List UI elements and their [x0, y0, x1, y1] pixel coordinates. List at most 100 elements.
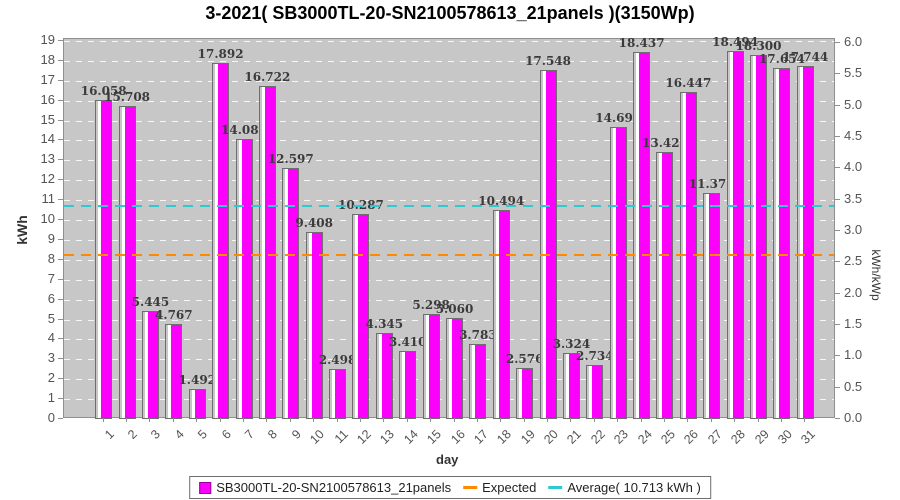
- bar-day-4: [165, 324, 183, 419]
- y-tick-label-right: 1.0: [844, 347, 863, 363]
- y-tick-mark-right: [835, 229, 840, 231]
- bar-value-label: 14.083: [221, 122, 267, 137]
- x-tick-mark: [500, 418, 502, 422]
- bar-value-label: 1.492: [178, 373, 217, 388]
- bar-value-label: 16.722: [244, 70, 291, 85]
- x-tick-label: 13: [377, 427, 398, 447]
- gridline: [64, 60, 834, 62]
- x-tick-label: 24: [634, 427, 655, 447]
- bar-day-23: [609, 126, 627, 419]
- x-tick-label: 11: [331, 427, 351, 447]
- x-tick-label: 5: [195, 427, 211, 442]
- bar-day-21: [562, 352, 580, 419]
- x-tick-label: 25: [658, 427, 678, 447]
- y-tick-mark-left: [58, 179, 63, 181]
- x-tick-mark: [383, 418, 385, 422]
- bar-day-31: [796, 65, 814, 419]
- average-line: [64, 204, 834, 207]
- gridline: [64, 100, 834, 102]
- y-tick-label-left: 1: [47, 390, 55, 406]
- bar-value-label: 17.548: [525, 53, 572, 68]
- bar-value-label: 11.376: [688, 176, 735, 191]
- y-tick-label-left: 19: [40, 31, 55, 47]
- bar-day-30: [773, 67, 791, 419]
- bar-day-7: [235, 138, 253, 419]
- bar-day-8: [258, 86, 276, 419]
- bar-day-5: [188, 389, 206, 419]
- y-tick-mark-right: [835, 418, 840, 419]
- x-tick-mark: [593, 418, 595, 422]
- bar-value-label: 15.708: [104, 90, 151, 105]
- bar-day-13: [375, 332, 393, 419]
- x-tick-label: 15: [424, 427, 445, 447]
- bar-day-28: [726, 51, 744, 419]
- x-tick-mark: [149, 418, 151, 422]
- y-tick-mark-left: [58, 278, 63, 280]
- y-tick-mark-left: [58, 318, 63, 320]
- bar-value-label: 17.744: [782, 49, 829, 64]
- y-tick-mark-left: [58, 59, 63, 61]
- bar-day-25: [656, 151, 674, 419]
- bar-value-label: 9.408: [295, 215, 333, 230]
- bar-day-27: [703, 192, 721, 419]
- y-tick-mark-left: [58, 219, 63, 221]
- x-tick-label: 14: [400, 427, 421, 447]
- bar-day-18: [492, 210, 510, 419]
- x-tick-mark: [336, 418, 338, 422]
- gridline: [64, 140, 834, 142]
- x-tick-label: 29: [751, 427, 772, 447]
- x-tick-mark: [359, 418, 361, 422]
- gridline: [64, 220, 834, 222]
- bar-value-label: 16.058: [80, 83, 127, 98]
- bar-value-label: 13.421: [642, 135, 688, 150]
- y-tick-label-left: 17: [40, 71, 55, 87]
- x-tick-label: 17: [471, 427, 491, 447]
- bar-day-2: [118, 106, 136, 419]
- gridline: [64, 40, 834, 42]
- y-tick-mark-left: [58, 119, 63, 121]
- bar-value-label: 5.445: [131, 294, 170, 309]
- y-tick-label-right: 5.5: [844, 65, 863, 81]
- legend-item-series: SB3000TL-20-SN2100578613_21panels: [199, 480, 451, 495]
- y-tick-mark-right: [835, 261, 840, 263]
- x-tick-mark: [172, 418, 174, 422]
- y-tick-mark-right: [835, 292, 840, 294]
- y-tick-label-left: 2: [47, 370, 55, 386]
- bar-day-16: [446, 318, 463, 419]
- y-tick-mark-left: [58, 159, 63, 161]
- y-tick-mark-left: [58, 139, 63, 141]
- y-tick-mark-right: [835, 355, 840, 357]
- y-tick-mark-left: [58, 238, 63, 240]
- x-tick-label: 3: [148, 427, 164, 442]
- legend-item-average: Average( 10.713 kWh ): [548, 480, 701, 495]
- bar-value-label: 14.697: [595, 110, 642, 125]
- x-tick-mark: [476, 418, 478, 422]
- x-tick-label: 19: [517, 427, 538, 447]
- x-tick-mark: [617, 418, 619, 422]
- x-tick-mark: [757, 418, 759, 422]
- x-tick-label: 16: [447, 427, 468, 447]
- x-tick-label: 23: [611, 427, 632, 447]
- y-tick-mark-left: [58, 258, 63, 260]
- x-tick-mark: [289, 418, 291, 422]
- y-tick-label-left: 6: [47, 290, 55, 306]
- gridline: [64, 299, 834, 301]
- y-tick-label-right: 5.0: [844, 96, 863, 112]
- y-axis-right-title: kWh/kWp: [869, 249, 883, 301]
- legend-average-label: Average( 10.713 kWh ): [567, 480, 701, 495]
- y-tick-label-left: 5: [47, 310, 55, 326]
- bar-day-20: [539, 69, 557, 419]
- y-tick-mark-left: [58, 418, 63, 419]
- x-tick-mark: [734, 418, 736, 422]
- y-tick-label-left: 15: [40, 111, 55, 127]
- bar-day-12: [352, 214, 370, 419]
- y-tick-mark-left: [58, 398, 63, 400]
- bar-value-label: 16.447: [665, 75, 712, 90]
- x-tick-mark: [687, 418, 689, 422]
- x-tick-mark: [102, 418, 104, 422]
- y-tick-mark-right: [835, 167, 840, 169]
- y-tick-label-right: 3.5: [844, 190, 863, 206]
- bar-value-label: 17.892: [197, 47, 244, 62]
- x-tick-label: 12: [354, 427, 374, 447]
